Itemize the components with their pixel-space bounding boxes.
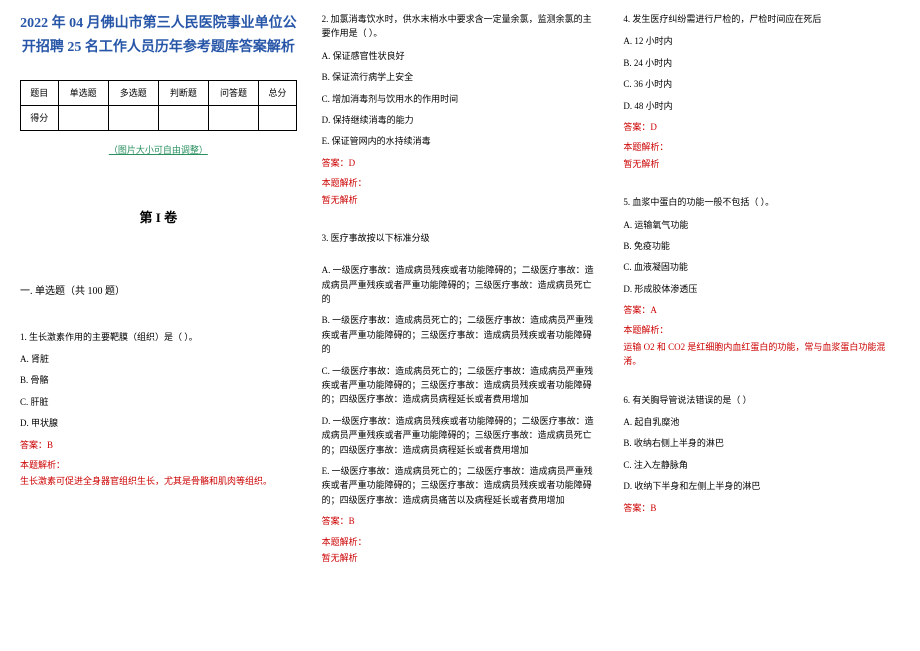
q6-option-c: C. 注入左静脉角 — [623, 458, 900, 472]
score-cell — [158, 105, 208, 130]
q4-option-c: C. 36 小时内 — [623, 77, 900, 91]
q2-text: 2. 加氯消毒饮水时，供水末梢水中要求含一定量余氯，监测余氯的主要作用是（ ）。 — [322, 12, 599, 41]
q6-answer: 答案：B — [623, 501, 900, 515]
score-cell — [108, 105, 158, 130]
q3-answer: 答案：B — [322, 514, 599, 528]
score-table: 题目 单选题 多选题 判断题 问答题 总分 得分 — [20, 80, 297, 132]
header-cell: 总分 — [259, 80, 297, 105]
q6-option-d: D. 收纳下半身和左侧上半身的淋巴 — [623, 479, 900, 493]
q3-option-a: A. 一级医疗事故：造成病员残疾或者功能障碍的；二级医疗事故：造成病员严重残疾或… — [322, 263, 599, 306]
score-label: 得分 — [21, 105, 59, 130]
q5-text: 5. 血浆中蛋白的功能一般不包括（ ）。 — [623, 195, 900, 209]
q5-analysis-text: 运输 O2 和 CO2 是红细胞内血红蛋白的功能，常与血浆蛋白功能混淆。 — [623, 340, 900, 369]
q5-option-a: A. 运输氧气功能 — [623, 218, 900, 232]
section-title: 一. 单选题（共 100 题） — [20, 284, 297, 300]
question-4: 4. 发生医疗纠纷需进行尸检的，尸检时间应在死后 A. 12 小时内 B. 24… — [623, 12, 900, 171]
q5-option-b: B. 免疫功能 — [623, 239, 900, 253]
score-cell — [208, 105, 258, 130]
q3-option-b: B. 一级医疗事故：造成病员死亡的；二级医疗事故：造成病员严重残疾或者严重功能障… — [322, 313, 599, 356]
q2-option-d: D. 保持继续消毒的能力 — [322, 113, 599, 127]
q5-option-c: C. 血液凝固功能 — [623, 260, 900, 274]
question-3: 3. 医疗事故按以下标准分级 A. 一级医疗事故：造成病员残疾或者功能障碍的；二… — [322, 231, 599, 565]
question-1: 1. 生长激素作用的主要靶膜（组织）是（ ）。 A. 肾脏 B. 骨骼 C. 肝… — [20, 330, 297, 489]
q4-text: 4. 发生医疗纠纷需进行尸检的，尸检时间应在死后 — [623, 12, 900, 26]
q3-option-d: D. 一级医疗事故：造成病员残疾或者功能障碍的；二级医疗事故：造成病员严重残疾或… — [322, 414, 599, 457]
q1-analysis-label: 本题解析： — [20, 458, 297, 472]
score-cell — [259, 105, 297, 130]
header-cell: 题目 — [21, 80, 59, 105]
header-cell: 单选题 — [58, 80, 108, 105]
question-2: 2. 加氯消毒饮水时，供水末梢水中要求含一定量余氯，监测余氯的主要作用是（ ）。… — [322, 12, 599, 207]
q1-option-b: B. 骨骼 — [20, 373, 297, 387]
table-caption: （图片大小可自由调整） — [20, 143, 297, 157]
q4-option-a: A. 12 小时内 — [623, 34, 900, 48]
table-header-row: 题目 单选题 多选题 判断题 问答题 总分 — [21, 80, 297, 105]
column-1: 2022 年 04 月佛山市第三人民医院事业单位公开招聘 25 名工作人员历年参… — [20, 12, 297, 639]
q2-analysis-text: 暂无解析 — [322, 193, 599, 207]
juan-title: 第 I 卷 — [20, 208, 297, 229]
q6-option-a: A. 起自乳糜池 — [623, 415, 900, 429]
q1-option-d: D. 甲状腺 — [20, 416, 297, 430]
header-cell: 问答题 — [208, 80, 258, 105]
table-score-row: 得分 — [21, 105, 297, 130]
header-cell: 判断题 — [158, 80, 208, 105]
q3-analysis-label: 本题解析： — [322, 535, 599, 549]
score-cell — [58, 105, 108, 130]
question-5: 5. 血浆中蛋白的功能一般不包括（ ）。 A. 运输氧气功能 B. 免疫功能 C… — [623, 195, 900, 369]
q3-option-c: C. 一级医疗事故：造成病员死亡的；二级医疗事故：造成病员严重残疾或者严重功能障… — [322, 364, 599, 407]
q4-analysis-label: 本题解析： — [623, 140, 900, 154]
q6-option-b: B. 收纳右侧上半身的淋巴 — [623, 436, 900, 450]
q5-option-d: D. 形成胶体渗透压 — [623, 282, 900, 296]
q2-analysis-label: 本题解析： — [322, 176, 599, 190]
q1-option-c: C. 肝脏 — [20, 395, 297, 409]
q1-text: 1. 生长激素作用的主要靶膜（组织）是（ ）。 — [20, 330, 297, 344]
q2-option-c: C. 增加消毒剂与饮用水的作用时间 — [322, 92, 599, 106]
column-3: 4. 发生医疗纠纷需进行尸检的，尸检时间应在死后 A. 12 小时内 B. 24… — [623, 12, 900, 639]
q2-option-b: B. 保证流行病学上安全 — [322, 70, 599, 84]
q1-analysis-text: 生长激素可促进全身器官组织生长，尤其是骨骼和肌肉等组织。 — [20, 474, 297, 488]
q1-option-a: A. 肾脏 — [20, 352, 297, 366]
q3-text: 3. 医疗事故按以下标准分级 — [322, 231, 599, 245]
q3-analysis-text: 暂无解析 — [322, 551, 599, 565]
q3-option-e: E. 一级医疗事故：造成病员死亡的；二级医疗事故：造成病员严重残疾或者严重功能障… — [322, 464, 599, 507]
question-6: 6. 有关胸导管说法错误的是（ ） A. 起自乳糜池 B. 收纳右侧上半身的淋巴… — [623, 393, 900, 521]
header-cell: 多选题 — [108, 80, 158, 105]
q2-answer: 答案：D — [322, 156, 599, 170]
q4-option-b: B. 24 小时内 — [623, 56, 900, 70]
q4-analysis-text: 暂无解析 — [623, 157, 900, 171]
column-2: 2. 加氯消毒饮水时，供水末梢水中要求含一定量余氯，监测余氯的主要作用是（ ）。… — [322, 12, 599, 639]
document-title: 2022 年 04 月佛山市第三人民医院事业单位公开招聘 25 名工作人员历年参… — [20, 12, 297, 60]
q2-option-e: E. 保证管网内的水持续消毒 — [322, 134, 599, 148]
q4-option-d: D. 48 小时内 — [623, 99, 900, 113]
q1-answer: 答案：B — [20, 438, 297, 452]
q4-answer: 答案：D — [623, 120, 900, 134]
q6-text: 6. 有关胸导管说法错误的是（ ） — [623, 393, 900, 407]
q5-analysis-label: 本题解析： — [623, 323, 900, 337]
q2-option-a: A. 保证感官性状良好 — [322, 49, 599, 63]
q5-answer: 答案：A — [623, 303, 900, 317]
